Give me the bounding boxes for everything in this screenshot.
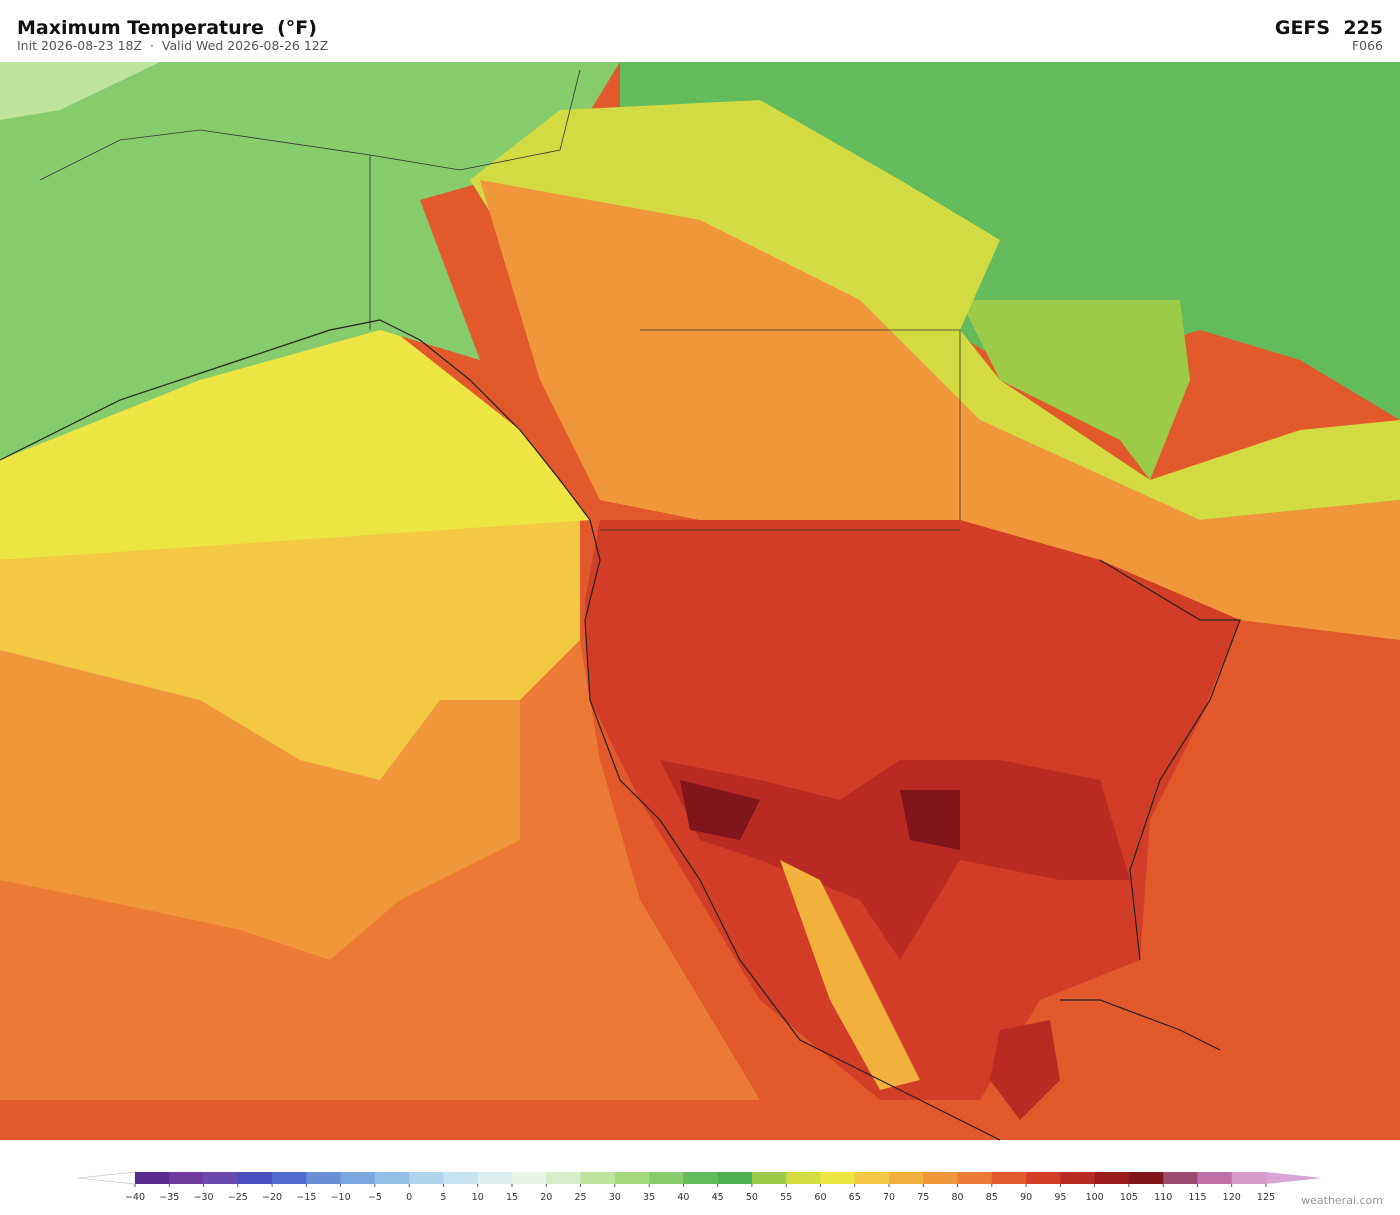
colorbar-tick-label: −15 (296, 1192, 316, 1203)
colorbar-segment (169, 1172, 204, 1184)
colorbar-extend-high (1266, 1172, 1322, 1184)
colorbar-segment (1231, 1172, 1267, 1184)
map (0, 62, 1400, 1141)
colorbar-segment (649, 1172, 684, 1184)
colorbar-tick-label: 90 (1020, 1192, 1032, 1203)
colorbar-tick-label: −5 (368, 1192, 382, 1203)
colorbar-tick-label: 35 (643, 1192, 655, 1203)
colorbar-tick-label: 120 (1223, 1192, 1241, 1203)
colorbar-segment (272, 1172, 307, 1184)
colorbar-tick-label: 65 (849, 1192, 861, 1203)
colorbar-segment (1094, 1172, 1130, 1184)
colorbar-tick-label: 50 (746, 1192, 758, 1203)
colorbar-segment (580, 1172, 616, 1184)
colorbar-tick-label: 15 (506, 1192, 518, 1203)
colorbar-segment (751, 1172, 787, 1184)
colorbar-tick-label: 40 (677, 1192, 689, 1203)
colorbar-segment (1163, 1172, 1198, 1184)
colorbar-tick-label: 115 (1188, 1192, 1206, 1203)
colorbar-segment (340, 1172, 376, 1184)
colorbar-segment (1026, 1172, 1061, 1184)
colorbar-segment (614, 1172, 650, 1184)
colorbar-tick-label: 85 (986, 1192, 998, 1203)
colorbar-tick-label: −10 (331, 1192, 351, 1203)
colorbar-segment (1128, 1172, 1164, 1184)
colorbar-tick-label: −20 (262, 1192, 282, 1203)
colorbar-segment (683, 1172, 718, 1184)
colorbar-tick-label: 100 (1086, 1192, 1104, 1203)
colorbar-tick-label: 105 (1120, 1192, 1138, 1203)
colorbar-tick-label: 5 (440, 1192, 446, 1203)
colorbar-tick-label: 25 (574, 1192, 586, 1203)
colorbar-segment (237, 1172, 273, 1184)
colorbar-segment (477, 1172, 513, 1184)
colorbar-tick-label: 45 (712, 1192, 724, 1203)
colorbar-tick-label: −35 (159, 1192, 179, 1203)
colorbar-tick-label: 110 (1154, 1192, 1172, 1203)
colorbar-segment (546, 1172, 581, 1184)
colorbar-extend-low (77, 1171, 136, 1185)
colorbar-segment (443, 1172, 479, 1184)
colorbar-segment (854, 1172, 890, 1184)
colorbar-tick-label: −30 (194, 1192, 214, 1203)
colorbar-tick-label: 10 (472, 1192, 484, 1203)
colorbar-tick-label: 55 (780, 1192, 792, 1203)
colorbar-segment (717, 1172, 753, 1184)
colorbar: −40 −35 −30 −25 −20 −15 −10 −5 0 5 10 15 20 25 30 35 40 4… (77, 1171, 1322, 1203)
colorbar-segment (306, 1172, 341, 1184)
colorbar-tick-label: 95 (1054, 1192, 1066, 1203)
colorbar-tick-label: 30 (609, 1192, 621, 1203)
colorbar-tick-label: 75 (917, 1192, 929, 1203)
colorbar-segment (786, 1172, 821, 1184)
colorbar-segment (512, 1172, 547, 1184)
colorbar-segment (374, 1172, 410, 1184)
colorbar-segment (1197, 1172, 1233, 1184)
colorbar-segment (991, 1172, 1027, 1184)
colorbar-tick-label: 125 (1257, 1192, 1275, 1203)
colorbar-tick-label: 70 (883, 1192, 895, 1203)
model: GEFS 225 (1275, 17, 1383, 39)
colorbar-segment (957, 1172, 993, 1184)
colorbar-segment (820, 1172, 856, 1184)
forecast-hour: F066 (1352, 38, 1383, 53)
colorbar-segment (1060, 1172, 1095, 1184)
colorbar-segment (203, 1172, 239, 1184)
colorbar-segment (409, 1172, 444, 1184)
colorbar-segment (135, 1172, 170, 1184)
colorbar-segment (889, 1172, 924, 1184)
title: Maximum Temperature (°F) (17, 17, 317, 39)
colorbar-tick-label: −40 (125, 1192, 145, 1203)
credit: weatherai.com (1301, 1194, 1383, 1207)
colorbar-tick-label: 0 (406, 1192, 412, 1203)
colorbar-segment (923, 1172, 958, 1184)
colorbar-tick-label: −25 (228, 1192, 248, 1203)
colorbar-tick-label: 20 (540, 1192, 552, 1203)
colorbar-tick-label: 80 (951, 1192, 963, 1203)
subtitle: Init 2026-08-23 18Z · Valid Wed 2026-08-… (17, 38, 328, 53)
colorbar-tick-label: 60 (814, 1192, 826, 1203)
